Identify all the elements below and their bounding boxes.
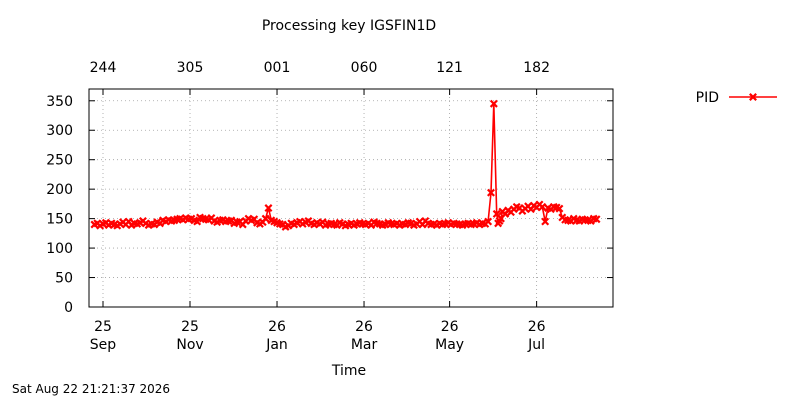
data-point-140 [489,99,498,108]
y-tick-label-1: 50 [55,271,73,287]
y-tick-label-2: 100 [46,241,73,257]
x-tick-label-day-5: 26 [528,319,546,335]
data-point-160 [541,217,550,226]
x-tick-label-month-2: Jan [265,337,288,353]
x-tick-label-month-1: Nov [176,337,203,353]
x-top-tick-label-4: 121 [436,60,463,76]
y-tick-label-5: 250 [46,153,73,169]
data-point-138 [484,217,493,226]
x-top-tick-label-3: 060 [351,60,378,76]
x-top-tick-label-2: 001 [264,60,291,76]
x-top-tick-label-1: 305 [177,60,204,76]
x-tick-label-month-0: Sep [90,337,117,353]
axes-layer: 0 50 100 150 200 250 300 350 25 Sep 25 Nov 26 Jan 26 Ma… [46,60,614,353]
y-tick-label-6: 300 [46,123,73,139]
series-layer [90,99,601,231]
y-tick-label-4: 200 [46,182,73,198]
legend-marker-pid [749,93,757,101]
x-tick-label-month-4: May [435,337,464,353]
footer-timestamp: Sat Aug 22 21:21:37 2026 [12,382,171,396]
chart-title: Processing key IGSFIN1D [262,18,436,34]
y-tick-label-0: 0 [64,300,73,316]
x-top-tick-label-0: 244 [90,60,117,76]
x-tick-label-day-2: 26 [268,319,286,335]
plot-frame [88,88,614,308]
data-point-60 [261,214,270,223]
x-tick-label-month-3: Mar [351,337,378,353]
data-point-178 [592,215,601,224]
y-tick-label-3: 150 [46,212,73,228]
data-point-139 [487,188,495,197]
x-axis-label: Time [331,363,366,379]
grid-layer [89,89,613,307]
legend-label-pid: PID [696,90,719,106]
data-point-159 [538,202,547,211]
x-top-tick-label-5: 182 [523,60,550,76]
y-tick-label-7: 350 [46,94,73,110]
x-tick-label-month-5: Jul [527,337,545,353]
x-tick-label-day-0: 25 [94,319,112,335]
legend-layer: PID [696,90,777,106]
x-tick-label-day-4: 26 [441,319,459,335]
data-point-61 [264,204,273,212]
x-tick-label-day-3: 26 [355,319,373,335]
x-tick-label-day-1: 25 [181,319,199,335]
data-point-165 [555,204,564,213]
